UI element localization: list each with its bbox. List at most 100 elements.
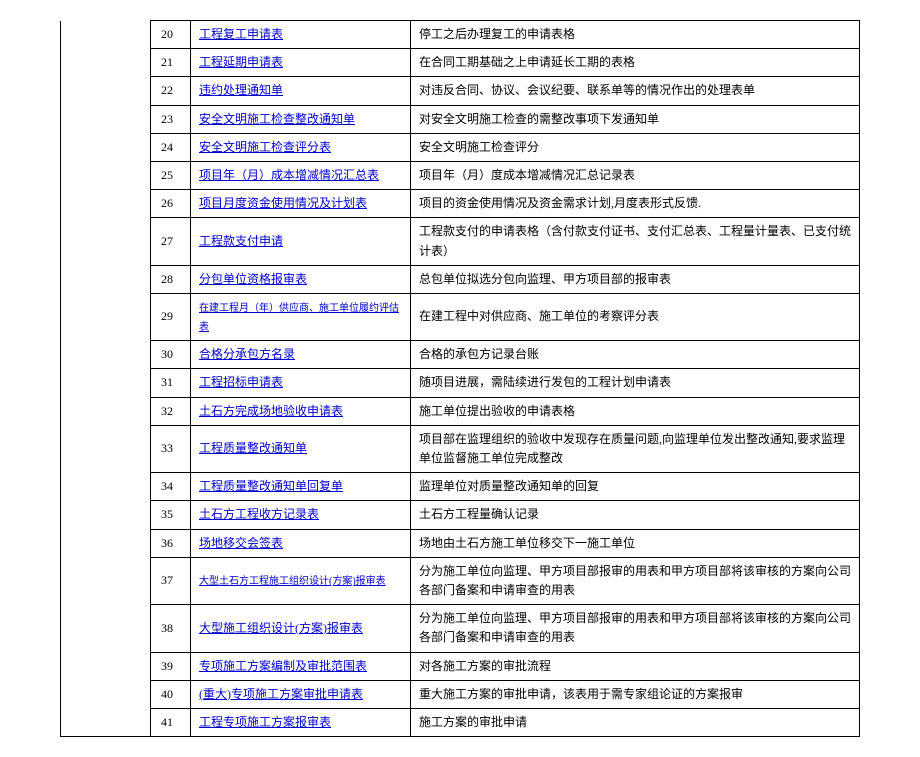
empty-cell bbox=[61, 473, 151, 501]
empty-cell bbox=[61, 605, 151, 652]
table-row: 35土石方工程收方记录表土石方工程量确认记录 bbox=[61, 501, 860, 529]
description-cell: 项目年（月）度成本增减情况汇总记录表 bbox=[411, 161, 860, 189]
description-cell: 施工单位提出验收的申请表格 bbox=[411, 397, 860, 425]
title-cell: 大型施工组织设计(方案)报审表 bbox=[191, 605, 411, 652]
table-row: 26项目月度资金使用情况及计划表项目的资金使用情况及资金需求计划,月度表形式反馈… bbox=[61, 190, 860, 218]
title-cell: 工程复工申请表 bbox=[191, 21, 411, 49]
document-link[interactable]: 分包单位资格报审表 bbox=[199, 272, 307, 286]
empty-cell bbox=[61, 133, 151, 161]
row-number: 21 bbox=[151, 49, 191, 77]
document-link[interactable]: 大型施工组织设计(方案)报审表 bbox=[199, 621, 363, 635]
document-link[interactable]: 场地移交会签表 bbox=[199, 536, 283, 550]
title-cell: 工程款支付申请 bbox=[191, 218, 411, 265]
empty-cell bbox=[61, 397, 151, 425]
document-link[interactable]: 工程延期申请表 bbox=[199, 55, 283, 69]
title-cell: 违约处理通知单 bbox=[191, 77, 411, 105]
document-link[interactable]: 安全文明施工检查评分表 bbox=[199, 140, 331, 154]
table-row: 22违约处理通知单对违反合同、协议、会议纪要、联系单等的情况作出的处理表单 bbox=[61, 77, 860, 105]
document-link[interactable]: 安全文明施工检查整改通知单 bbox=[199, 112, 355, 126]
empty-cell bbox=[61, 501, 151, 529]
document-link[interactable]: 违约处理通知单 bbox=[199, 83, 283, 97]
empty-cell bbox=[61, 708, 151, 736]
description-cell: 重大施工方案的审批申请，该表用于需专家组论证的方案报审 bbox=[411, 680, 860, 708]
document-link[interactable]: 工程专项施工方案报审表 bbox=[199, 715, 331, 729]
title-cell: 项目年（月）成本增减情况汇总表 bbox=[191, 161, 411, 189]
table-row: 27 工程款支付申请 工程款支付的申请表格（含付款支付证书、支付汇总表、工程量计量表… bbox=[61, 218, 860, 265]
description-cell: 对各施工方案的审批流程 bbox=[411, 652, 860, 680]
row-number: 24 bbox=[151, 133, 191, 161]
document-link[interactable]: (重大)专项施工方案审批申请表 bbox=[199, 687, 363, 701]
description-cell: 合格的承包方记录台账 bbox=[411, 341, 860, 369]
row-number: 36 bbox=[151, 529, 191, 557]
document-link[interactable]: 工程复工申请表 bbox=[199, 27, 283, 41]
table-row: 29在建工程月（年）供应商、施工单位履约评估表在建工程中对供应商、施工单位的考察… bbox=[61, 293, 860, 340]
empty-cell bbox=[61, 77, 151, 105]
row-number: 25 bbox=[151, 161, 191, 189]
row-number: 34 bbox=[151, 473, 191, 501]
description-cell: 场地由土石方施工单位移交下一施工单位 bbox=[411, 529, 860, 557]
description-cell: 随项目进展，需陆续进行发包的工程计划申请表 bbox=[411, 369, 860, 397]
title-cell: 项目月度资金使用情况及计划表 bbox=[191, 190, 411, 218]
row-number: 20 bbox=[151, 21, 191, 49]
empty-cell bbox=[61, 652, 151, 680]
document-link[interactable]: 工程质量整改通知单 bbox=[199, 441, 307, 455]
row-number: 29 bbox=[151, 293, 191, 340]
row-number: 30 bbox=[151, 341, 191, 369]
document-link[interactable]: 土石方完成场地验收申请表 bbox=[199, 404, 343, 418]
table-row: 23安全文明施工检查整改通知单对安全文明施工检查的需整改事项下发通知单 bbox=[61, 105, 860, 133]
empty-cell bbox=[61, 425, 151, 472]
title-cell: 安全文明施工检查评分表 bbox=[191, 133, 411, 161]
empty-cell bbox=[61, 293, 151, 340]
empty-cell bbox=[61, 21, 151, 49]
table-row: 39 专项施工方案编制及审批范围表 对各施工方案的审批流程 bbox=[61, 652, 860, 680]
document-link[interactable]: 土石方工程收方记录表 bbox=[199, 507, 319, 521]
description-cell: 项目部在监理组织的验收中发现存在质量问题,向监理单位发出整改通知,要求监理单位监… bbox=[411, 425, 860, 472]
row-number: 38 bbox=[151, 605, 191, 652]
document-link[interactable]: 工程招标申请表 bbox=[199, 375, 283, 389]
table-row: 40(重大)专项施工方案审批申请表重大施工方案的审批申请，该表用于需专家组论证的… bbox=[61, 680, 860, 708]
row-number: 41 bbox=[151, 708, 191, 736]
document-link[interactable]: 项目月度资金使用情况及计划表 bbox=[199, 196, 367, 210]
description-cell: 分为施工单位向监理、甲方项目部报审的用表和甲方项目部将该审核的方案向公司各部门备… bbox=[411, 605, 860, 652]
document-link[interactable]: 在建工程月（年）供应商、施工单位履约评估表 bbox=[199, 303, 399, 333]
table-row: 34 工程质量整改通知单回复单 监理单位对质量整改通知单的回复 bbox=[61, 473, 860, 501]
description-cell: 工程款支付的申请表格（含付款支付证书、支付汇总表、工程量计量表、已支付统计表） bbox=[411, 218, 860, 265]
document-link[interactable]: 大型土石方工程施工组织设计(方案)报审表 bbox=[199, 576, 386, 587]
document-link[interactable]: 专项施工方案编制及审批范围表 bbox=[199, 659, 367, 673]
title-cell: 工程质量整改通知单 bbox=[191, 425, 411, 472]
row-number: 39 bbox=[151, 652, 191, 680]
table-row: 31工程招标申请表随项目进展，需陆续进行发包的工程计划申请表 bbox=[61, 369, 860, 397]
title-cell: 土石方工程收方记录表 bbox=[191, 501, 411, 529]
title-cell: 合格分承包方名录 bbox=[191, 341, 411, 369]
description-cell: 监理单位对质量整改通知单的回复 bbox=[411, 473, 860, 501]
empty-cell bbox=[61, 218, 151, 265]
table-row: 30 合格分承包方名录 合格的承包方记录台账 bbox=[61, 341, 860, 369]
document-link[interactable]: 工程质量整改通知单回复单 bbox=[199, 479, 343, 493]
table-row: 38 大型施工组织设计(方案)报审表 分为施工单位向监理、甲方项目部报审的用表和甲方… bbox=[61, 605, 860, 652]
title-cell: 大型土石方工程施工组织设计(方案)报审表 bbox=[191, 557, 411, 604]
table-row: 25 项目年（月）成本增减情况汇总表 项目年（月）度成本增减情况汇总记录表 bbox=[61, 161, 860, 189]
description-cell: 在合同工期基础之上申请延长工期的表格 bbox=[411, 49, 860, 77]
table-row: 21 工程延期申请表 在合同工期基础之上申请延长工期的表格 bbox=[61, 49, 860, 77]
row-number: 33 bbox=[151, 425, 191, 472]
empty-cell bbox=[61, 341, 151, 369]
description-cell: 总包单位拟选分包向监理、甲方项目部的报审表 bbox=[411, 265, 860, 293]
title-cell: 分包单位资格报审表 bbox=[191, 265, 411, 293]
empty-cell bbox=[61, 369, 151, 397]
table-row: 37大型土石方工程施工组织设计(方案)报审表分为施工单位向监理、甲方项目部报审的… bbox=[61, 557, 860, 604]
document-link[interactable]: 合格分承包方名录 bbox=[199, 347, 295, 361]
row-number: 22 bbox=[151, 77, 191, 105]
title-cell: 工程质量整改通知单回复单 bbox=[191, 473, 411, 501]
description-cell: 停工之后办理复工的申请表格 bbox=[411, 21, 860, 49]
empty-cell bbox=[61, 49, 151, 77]
empty-cell bbox=[61, 190, 151, 218]
document-link[interactable]: 项目年（月）成本增减情况汇总表 bbox=[199, 168, 379, 182]
row-number: 37 bbox=[151, 557, 191, 604]
empty-cell bbox=[61, 529, 151, 557]
title-cell: (重大)专项施工方案审批申请表 bbox=[191, 680, 411, 708]
row-number: 27 bbox=[151, 218, 191, 265]
row-number: 26 bbox=[151, 190, 191, 218]
document-link[interactable]: 工程款支付申请 bbox=[199, 234, 283, 248]
row-number: 32 bbox=[151, 397, 191, 425]
title-cell: 工程延期申请表 bbox=[191, 49, 411, 77]
